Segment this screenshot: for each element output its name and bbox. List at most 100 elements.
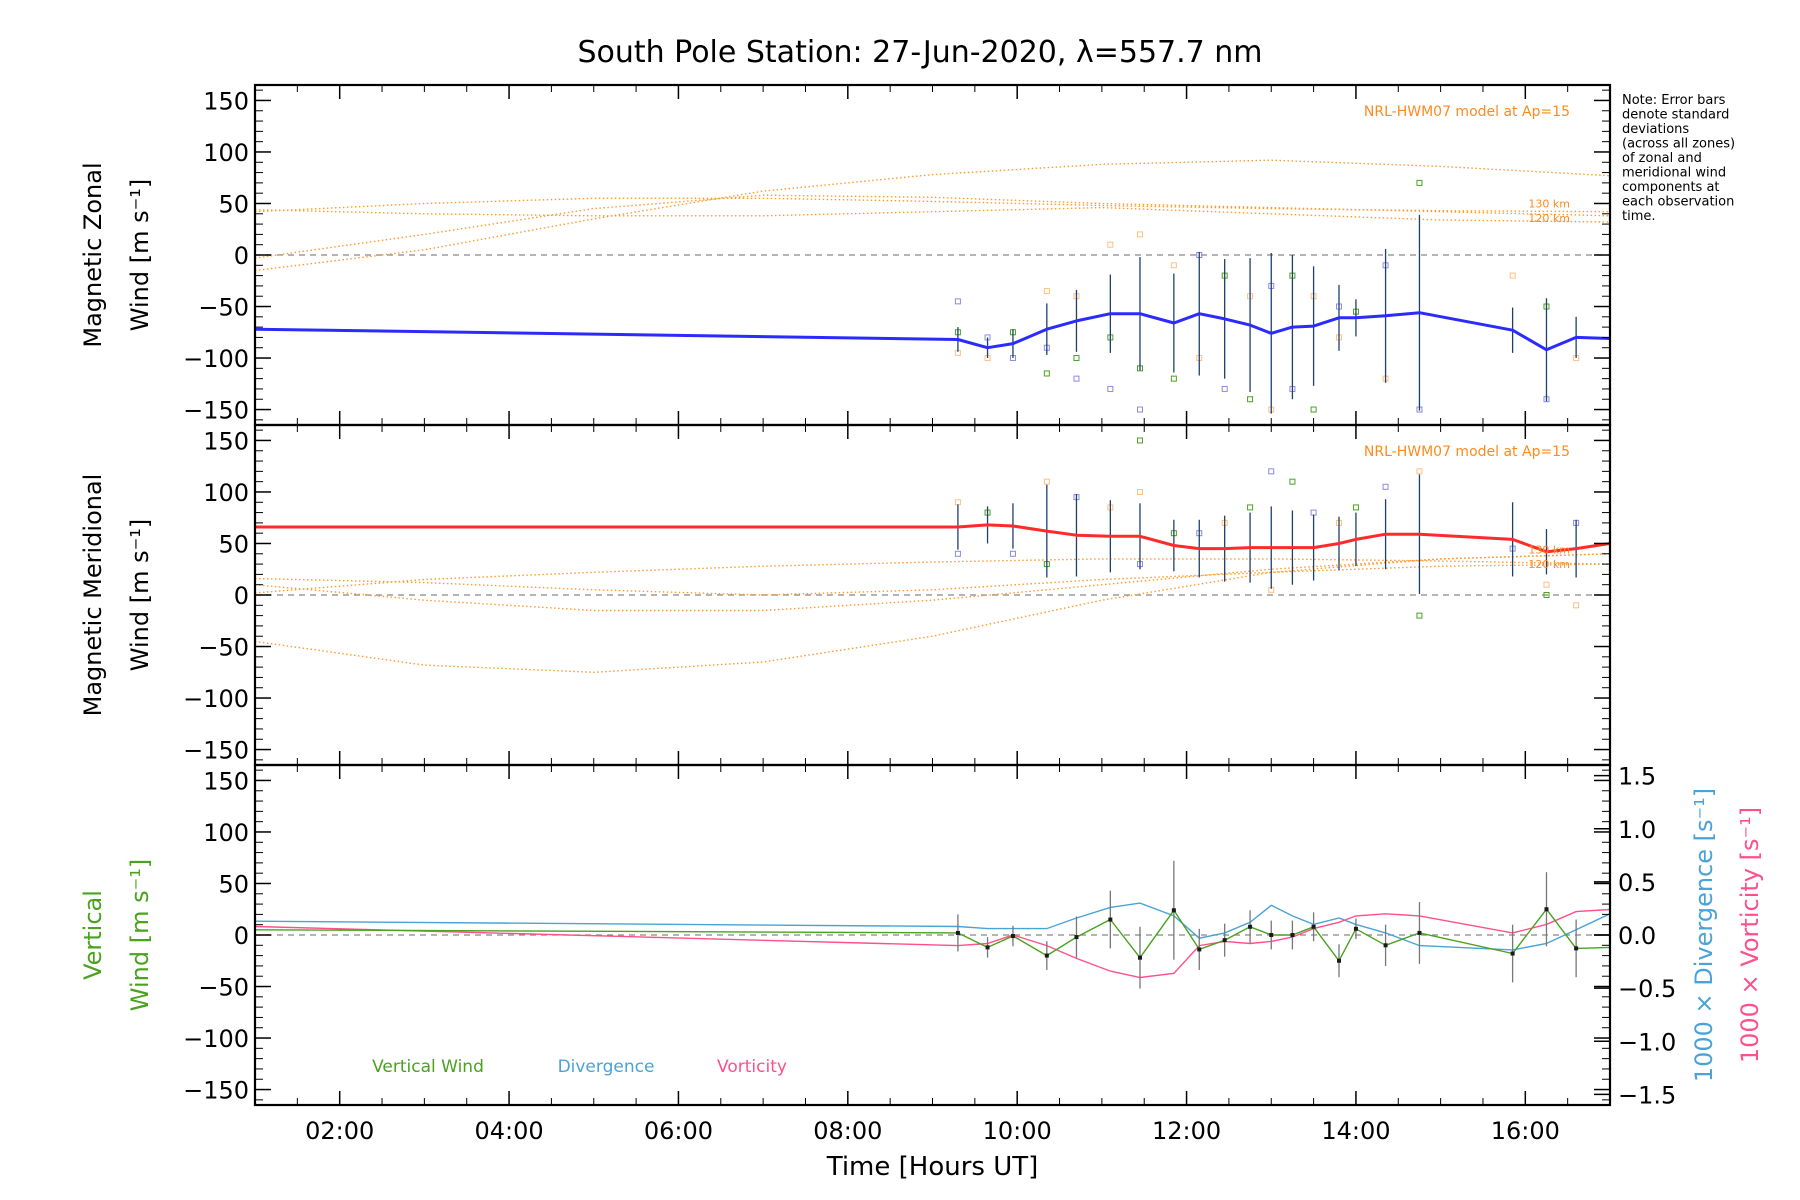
note-line: each observation bbox=[1622, 195, 1734, 210]
y-tick-label: 150 bbox=[203, 87, 249, 115]
vertical-wind-point bbox=[1044, 953, 1049, 958]
vertical-wind-point bbox=[1290, 933, 1295, 937]
y-tick-label: −50 bbox=[198, 974, 249, 1002]
meridional-wind-line bbox=[255, 523, 1610, 554]
vertical-wind-point bbox=[1574, 946, 1579, 951]
y-tick-label: −150 bbox=[183, 1077, 249, 1105]
legend-entry: Vorticity bbox=[717, 1057, 787, 1077]
zone-sample-point bbox=[1043, 478, 1050, 485]
model-curve-3 bbox=[255, 558, 1610, 594]
y-tick-label: −100 bbox=[183, 1025, 249, 1053]
zone-sample-point bbox=[1352, 504, 1359, 511]
note-line: components at bbox=[1622, 180, 1720, 195]
y-tick-label: 150 bbox=[203, 767, 249, 795]
zone-sample-point bbox=[1107, 385, 1114, 392]
note-line: of zonal and bbox=[1622, 151, 1702, 166]
zone-sample-point bbox=[1543, 581, 1550, 588]
zone-sample-point bbox=[1136, 488, 1143, 495]
vertical-wind-point bbox=[1248, 924, 1253, 929]
zone-sample-point bbox=[1573, 602, 1580, 609]
x-axis-label: Time [Hours UT] bbox=[826, 1152, 1039, 1182]
x-tick-label: 08:00 bbox=[813, 1117, 882, 1145]
y2-tick-label: 0.0 bbox=[1618, 922, 1656, 950]
y2-tick-label: 0.5 bbox=[1618, 869, 1656, 897]
y-tick-label: 50 bbox=[218, 190, 249, 218]
zone-sample-point bbox=[954, 550, 961, 557]
zone-sample-point bbox=[1289, 478, 1296, 485]
zone-sample-point bbox=[1310, 509, 1317, 516]
zone-sample-point bbox=[1543, 592, 1550, 598]
y2-tick-label: −1.5 bbox=[1618, 1081, 1676, 1109]
vertical-wind-point bbox=[1311, 924, 1316, 929]
zone-sample-point bbox=[1136, 231, 1143, 238]
y-tick-label: 0 bbox=[234, 582, 249, 610]
zonal-panel: 150 100 50 0 −50 −100 −150 NRL-HWM07 model at A… bbox=[79, 83, 1612, 427]
y2-tick-label: 1.0 bbox=[1618, 816, 1656, 844]
y-tick-label: 50 bbox=[218, 530, 249, 558]
zone-sample-point bbox=[1509, 272, 1516, 279]
zone-sample-point bbox=[1043, 370, 1050, 377]
vertical-wind-point bbox=[1108, 917, 1113, 922]
y2-tick-label: −0.5 bbox=[1618, 975, 1676, 1003]
vertical-wind-point bbox=[1171, 908, 1176, 913]
y2-axis-label-vorticity: 1000 × Vorticity [s⁻¹] bbox=[1736, 807, 1764, 1063]
vertical-wind-point bbox=[1417, 930, 1422, 935]
vertical-wind-point bbox=[1197, 947, 1202, 952]
model-label: NRL-HWM07 model at Ap=15 bbox=[1364, 444, 1570, 460]
chart-title: South Pole Station: 27-Jun-2020, λ=557.7… bbox=[577, 35, 1262, 70]
zone-sample-point bbox=[954, 298, 961, 305]
vertical-wind-point bbox=[1383, 943, 1388, 948]
zone-sample-point bbox=[1136, 437, 1143, 444]
zone-sample-point bbox=[1416, 179, 1423, 186]
zone-sample-point bbox=[1268, 468, 1275, 475]
y-axis-label: Wind [m s⁻¹] bbox=[126, 179, 154, 331]
zone-sample-point bbox=[1073, 375, 1080, 382]
meridional-panel: 150 100 50 0 −50 −100 −150 NRL-HWM07 model at A… bbox=[79, 423, 1612, 767]
y-tick-label: −50 bbox=[198, 634, 249, 662]
plot-area bbox=[255, 860, 1610, 989]
vertical-wind-point bbox=[1222, 938, 1227, 943]
vertical-wind-point bbox=[1074, 935, 1079, 940]
y-axis-label: Magnetic Zonal bbox=[79, 162, 107, 347]
y-axis-label: Vertical bbox=[79, 890, 107, 980]
y-tick-label: −50 bbox=[198, 294, 249, 322]
vertical-wind-point bbox=[1137, 955, 1142, 960]
y-tick-label: −100 bbox=[183, 685, 249, 713]
zone-sample-point bbox=[1416, 612, 1423, 619]
model-altitude-label: 130 km bbox=[1528, 197, 1570, 210]
zone-sample-point bbox=[954, 499, 961, 506]
plot-area bbox=[255, 159, 1610, 414]
y-tick-label: −150 bbox=[183, 737, 249, 765]
zone-sample-point bbox=[1009, 550, 1016, 557]
vorticity-line bbox=[255, 908, 1610, 979]
vertical-wind-point bbox=[1510, 951, 1515, 956]
divergence-line bbox=[255, 902, 1610, 951]
plot-area bbox=[255, 437, 1610, 674]
y-tick-label: 100 bbox=[203, 479, 249, 507]
vertical-wind-point bbox=[955, 930, 960, 935]
note-text: Note: Error bars denote standard deviation… bbox=[1622, 93, 1735, 224]
y-tick-label: −100 bbox=[183, 345, 249, 373]
zone-sample-point bbox=[1170, 375, 1177, 382]
y-axis-label: Wind [m s⁻¹] bbox=[126, 859, 154, 1011]
x-tick-label: 14:00 bbox=[1321, 1117, 1390, 1145]
zonal-wind-line bbox=[255, 311, 1610, 352]
x-tick-label: 02:00 bbox=[305, 1117, 374, 1145]
vertical-wind-point bbox=[1269, 933, 1274, 937]
model-curve-1 bbox=[255, 553, 1610, 674]
x-tick-label: 06:00 bbox=[644, 1117, 713, 1145]
vertical-wind-point bbox=[1353, 926, 1358, 931]
note-line: meridional wind bbox=[1622, 166, 1726, 181]
x-tick-label: 12:00 bbox=[1152, 1117, 1221, 1145]
y2-tick-label: −1.0 bbox=[1618, 1028, 1676, 1056]
vertical-wind-point bbox=[985, 945, 990, 950]
x-tick-label: 10:00 bbox=[983, 1117, 1052, 1145]
model-curve-2 bbox=[255, 194, 1610, 259]
y-axis-label: Wind [m s⁻¹] bbox=[126, 519, 154, 671]
y-tick-label: 50 bbox=[218, 870, 249, 898]
x-tick-label: 04:00 bbox=[474, 1117, 543, 1145]
zone-sample-point bbox=[1170, 262, 1177, 269]
zone-sample-point bbox=[1136, 406, 1143, 413]
y2-tick-label: 1.5 bbox=[1618, 763, 1656, 791]
